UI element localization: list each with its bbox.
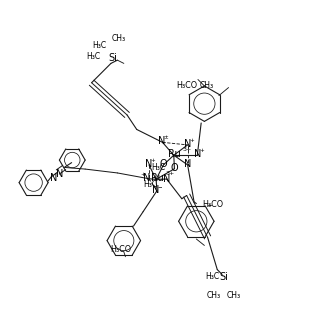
Text: +: + bbox=[200, 148, 204, 153]
Text: +: + bbox=[141, 172, 146, 177]
Text: H₃CO: H₃CO bbox=[176, 81, 197, 90]
Text: N: N bbox=[145, 159, 153, 169]
Text: H₃C: H₃C bbox=[205, 272, 219, 281]
Text: +: + bbox=[189, 138, 194, 143]
Text: N: N bbox=[158, 137, 165, 147]
Text: H₃C: H₃C bbox=[86, 52, 100, 62]
Text: N: N bbox=[194, 149, 202, 159]
Text: H₃C: H₃C bbox=[151, 163, 165, 172]
Text: Si: Si bbox=[219, 272, 228, 282]
Text: Ru: Ru bbox=[168, 149, 181, 159]
Text: N: N bbox=[56, 169, 63, 179]
Text: N: N bbox=[50, 173, 58, 183]
Text: CH₃: CH₃ bbox=[199, 82, 214, 91]
Text: CH₃: CH₃ bbox=[207, 291, 221, 300]
Text: H₃C: H₃C bbox=[144, 180, 158, 189]
Text: +: + bbox=[151, 158, 156, 163]
Text: 3+: 3+ bbox=[165, 171, 175, 176]
Text: Ru: Ru bbox=[151, 173, 163, 183]
Text: H₃CO: H₃CO bbox=[202, 200, 223, 209]
Text: −: − bbox=[158, 184, 162, 189]
Text: O: O bbox=[170, 164, 178, 173]
Text: 3+: 3+ bbox=[183, 147, 192, 152]
Text: CH₃: CH₃ bbox=[226, 291, 240, 300]
Text: N: N bbox=[143, 173, 151, 183]
Text: O: O bbox=[160, 159, 167, 169]
Text: H₃C: H₃C bbox=[93, 41, 107, 50]
Text: N: N bbox=[152, 185, 160, 195]
Text: CH₃: CH₃ bbox=[112, 34, 126, 43]
Text: H₃CO: H₃CO bbox=[110, 245, 131, 254]
Text: N: N bbox=[184, 139, 191, 149]
Text: N: N bbox=[184, 159, 191, 169]
Text: ±: ± bbox=[163, 135, 168, 140]
Text: Si: Si bbox=[108, 53, 117, 63]
Text: N: N bbox=[163, 174, 170, 184]
